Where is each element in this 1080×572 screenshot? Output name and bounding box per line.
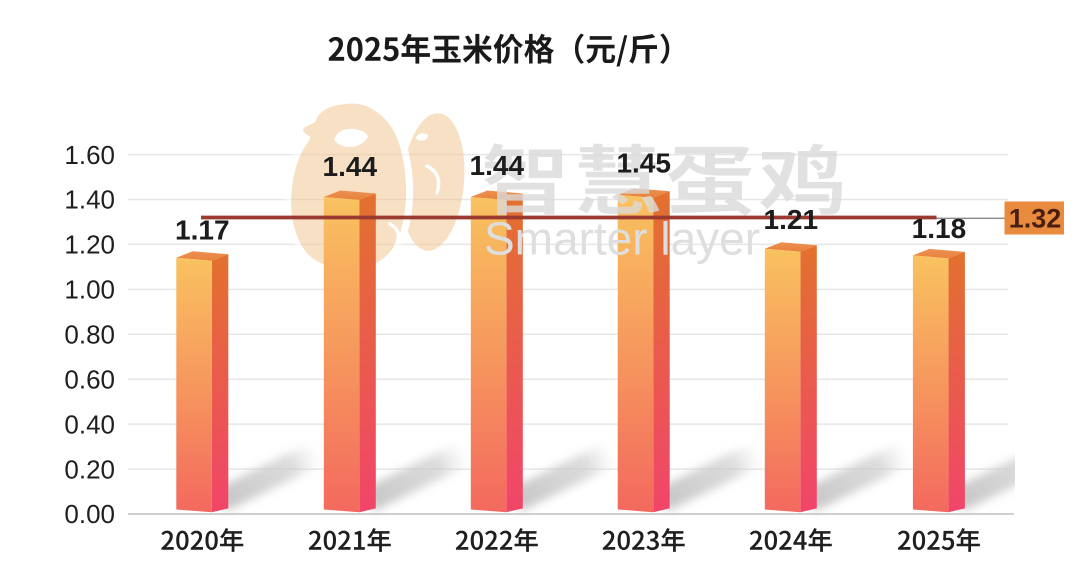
svg-text:1.00: 1.00 [64,275,115,305]
svg-text:Smarter layer: Smarter layer [484,213,760,265]
svg-text:1.20: 1.20 [64,230,115,260]
svg-text:1.17: 1.17 [175,215,230,246]
svg-text:0.60: 0.60 [64,364,115,394]
svg-text:0.40: 0.40 [64,409,115,439]
svg-text:1.21: 1.21 [764,204,819,235]
svg-text:1.45: 1.45 [616,148,671,179]
svg-text:0.20: 0.20 [64,454,115,484]
svg-text:1.40: 1.40 [64,185,115,215]
svg-text:0.80: 0.80 [64,320,115,350]
svg-text:0.00: 0.00 [64,499,115,529]
svg-text:1.44: 1.44 [470,150,525,181]
svg-text:1.44: 1.44 [323,151,378,182]
svg-text:1.32: 1.32 [1009,204,1062,234]
svg-text:1.60: 1.60 [64,140,115,170]
svg-text:1.18: 1.18 [912,213,967,244]
